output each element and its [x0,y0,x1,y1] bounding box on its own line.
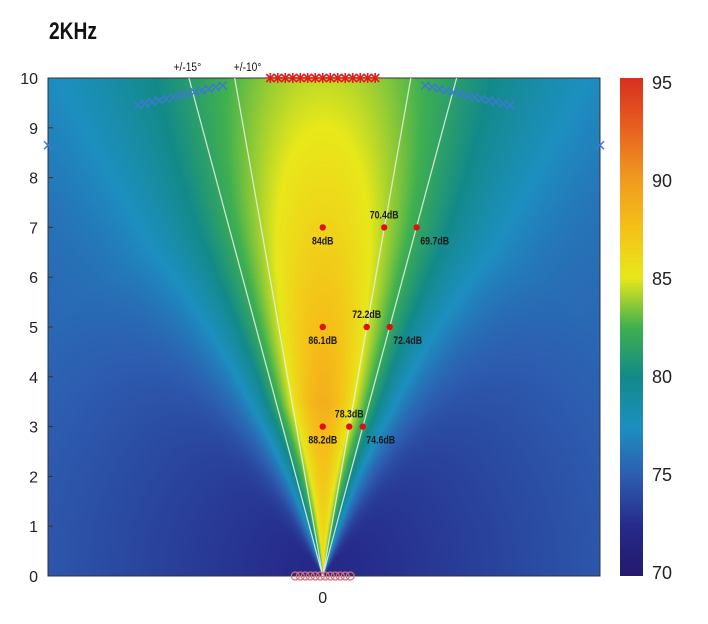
asterisk-marker [310,73,321,83]
y-tick-label: 4 [29,370,38,387]
measurement-point [359,423,366,430]
angle-label: +/-15° [174,61,202,74]
point-label: 72.2dB [352,309,381,321]
circle-marker [310,571,320,581]
x-marker [498,99,508,109]
circle-marker [295,571,305,581]
circle-marker [325,571,335,581]
asterisk-marker [362,73,373,83]
measurement-point [380,224,388,231]
x-marker [211,82,221,92]
colorbar-tick-label: 80 [652,367,672,387]
asterisk-marker [370,73,381,83]
colorbar [620,78,643,576]
measurement-point [346,423,353,430]
x-marker [190,87,200,97]
x-marker [140,99,150,109]
colorbar-tick-label: 85 [652,269,672,289]
x-marker [197,85,207,95]
x-marker [420,80,430,91]
asterisk-marker [340,73,351,83]
y-tick-label: 8 [29,171,38,188]
y-tick-label: 3 [29,420,38,437]
measurement-point [319,224,326,231]
measurement-point [386,323,393,331]
x-marker [175,90,185,100]
circle-marker [300,571,310,581]
x-marker [477,94,487,104]
x-marker [204,84,214,94]
circle-marker [320,571,330,581]
asterisk-marker [347,73,358,83]
x-marker [161,94,171,104]
measurement-point [413,224,420,231]
y-tick-label: 2 [29,469,38,486]
asterisk-marker [295,73,306,83]
y-tick-label: 7 [29,220,38,237]
point-label: 72.4dB [393,335,422,347]
x-marker [441,85,451,95]
point-label: 70.4dB [370,210,399,222]
asterisk-marker [280,73,291,83]
circle-marker [305,571,315,581]
x-tick-label: 0 [318,590,327,607]
circle-marker [290,571,300,581]
x-marker [595,140,605,150]
point-label: 74.6dB [366,435,395,447]
x-marker [147,97,157,107]
x-marker [463,90,473,100]
x-marker [456,89,466,99]
measurement-point [363,323,370,331]
point-label: 78.3dB [335,409,364,421]
x-marker [470,92,480,102]
circle-marker [330,571,340,581]
x-marker [434,84,444,94]
x-marker [484,95,494,105]
colorbar-tick-label: 95 [652,73,672,93]
asterisk-marker [302,73,313,83]
angle-line [234,77,324,577]
x-marker [168,92,178,102]
colorbar-tick-label: 90 [652,171,672,191]
asterisk-marker [272,73,283,83]
point-label: 84dB [312,236,334,248]
x-marker [154,95,164,105]
circle-marker [335,571,345,581]
asterisk-marker [265,73,276,83]
asterisk-marker [317,73,328,83]
asterisk-marker [287,73,298,83]
x-marker [491,97,501,107]
angle-line [188,77,324,577]
circle-marker [345,571,355,581]
angle-label: +/-10° [234,61,262,74]
y-tick-label: 0 [29,569,38,586]
colorbar-tick-label: 75 [652,465,672,485]
x-marker [427,82,437,92]
point-label: 88.2dB [308,435,337,447]
y-tick-label: 9 [29,121,38,138]
x-marker [505,100,515,110]
asterisk-marker [332,73,343,83]
x-marker [182,89,192,99]
asterisk-marker [355,73,366,83]
y-tick-label: 5 [29,320,38,337]
measurement-point [319,323,326,331]
point-label: 86.1dB [308,335,337,347]
chart-title: 2KHz [49,18,98,45]
y-tick-label: 1 [29,519,38,536]
asterisk-marker [325,73,336,83]
x-marker [218,80,228,91]
y-tick-label: 6 [29,270,38,287]
y-tick-label: 10 [20,71,38,88]
x-marker [133,100,143,110]
colorbar-tick-label: 70 [652,563,672,583]
circle-marker [340,571,350,581]
point-label: 69.7dB [420,236,449,248]
measurement-point [319,423,326,430]
circle-marker [315,571,325,581]
x-marker [43,140,53,150]
x-marker [448,87,458,97]
